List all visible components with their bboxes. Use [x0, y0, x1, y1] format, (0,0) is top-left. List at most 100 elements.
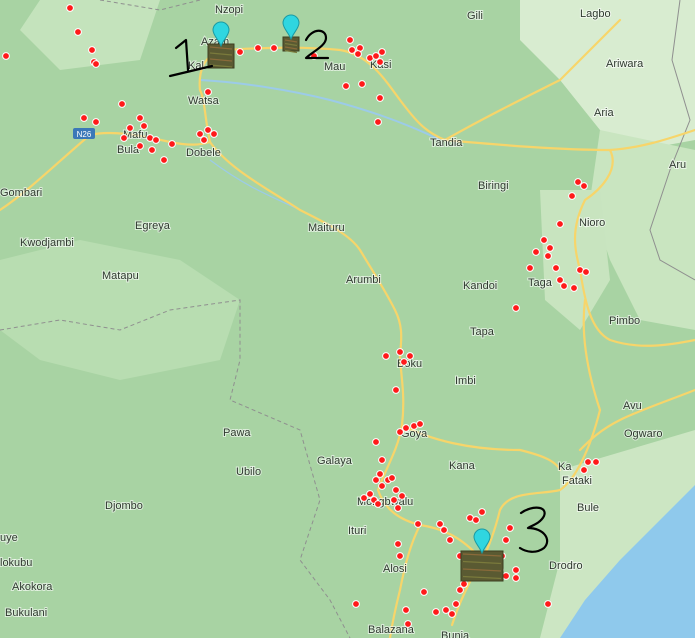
location-dot[interactable] — [352, 600, 360, 608]
place-label[interactable]: Ka — [557, 460, 573, 474]
place-label[interactable]: Ariwara — [605, 57, 645, 71]
place-label[interactable]: Bule — [576, 501, 600, 515]
location-dot[interactable] — [452, 600, 460, 608]
location-dot[interactable] — [532, 248, 540, 256]
place-label[interactable]: Lagbo — [579, 7, 612, 21]
location-dot[interactable] — [448, 610, 456, 618]
location-dot[interactable] — [74, 28, 82, 36]
location-dot[interactable] — [270, 44, 278, 52]
location-dot[interactable] — [66, 4, 74, 12]
location-dot[interactable] — [472, 516, 480, 524]
location-dot[interactable] — [552, 264, 560, 272]
location-dot[interactable] — [446, 536, 454, 544]
map-marker-1[interactable] — [207, 21, 235, 69]
location-dot[interactable] — [378, 48, 386, 56]
location-dot[interactable] — [254, 44, 262, 52]
place-label[interactable]: Aru — [668, 158, 687, 172]
location-pin-icon[interactable] — [282, 14, 300, 41]
location-dot[interactable] — [402, 606, 410, 614]
location-dot[interactable] — [366, 490, 374, 498]
location-dot[interactable] — [160, 156, 168, 164]
map-marker-3[interactable] — [460, 528, 504, 582]
location-dot[interactable] — [376, 58, 384, 66]
location-dot[interactable] — [374, 500, 382, 508]
location-dot[interactable] — [416, 420, 424, 428]
place-label[interactable]: Maituru — [307, 221, 346, 235]
location-dot[interactable] — [136, 114, 144, 122]
location-dot[interactable] — [442, 606, 450, 614]
place-label[interactable]: Kandoi — [462, 279, 498, 293]
location-dot[interactable] — [382, 352, 390, 360]
place-label[interactable]: lokubu — [0, 556, 33, 570]
location-dot[interactable] — [414, 520, 422, 528]
location-dot[interactable] — [420, 588, 428, 596]
place-label[interactable]: Tandia — [429, 136, 464, 150]
location-dot[interactable] — [406, 352, 414, 360]
place-label[interactable]: Balazana — [367, 623, 416, 637]
location-dot[interactable] — [580, 182, 588, 190]
location-dot[interactable] — [556, 220, 564, 228]
location-dot[interactable] — [502, 536, 510, 544]
place-label[interactable]: Ogwaro — [623, 427, 664, 441]
location-dot[interactable] — [360, 494, 368, 502]
location-dot[interactable] — [120, 134, 128, 142]
place-label[interactable]: Alosi — [382, 562, 408, 576]
location-dot[interactable] — [584, 458, 592, 466]
location-dot[interactable] — [204, 88, 212, 96]
location-dot[interactable] — [372, 438, 380, 446]
location-dot[interactable] — [236, 48, 244, 56]
place-label[interactable]: Gombari — [0, 186, 43, 200]
location-dot[interactable] — [378, 482, 386, 490]
location-dot[interactable] — [396, 552, 404, 560]
location-dot[interactable] — [540, 236, 548, 244]
location-dot[interactable] — [196, 130, 204, 138]
location-dot[interactable] — [506, 524, 514, 532]
location-dot[interactable] — [592, 458, 600, 466]
location-dot[interactable] — [358, 80, 366, 88]
place-label[interactable]: Matapu — [101, 269, 140, 283]
place-label[interactable]: Drodro — [548, 559, 584, 573]
place-label[interactable]: Nzopi — [214, 3, 244, 17]
location-dot[interactable] — [436, 520, 444, 528]
location-dot[interactable] — [378, 456, 386, 464]
map-marker-2[interactable] — [282, 14, 300, 54]
location-dot[interactable] — [440, 526, 448, 534]
location-dot[interactable] — [478, 508, 486, 516]
location-dot[interactable] — [570, 284, 578, 292]
location-dot[interactable] — [348, 46, 356, 54]
location-dot[interactable] — [200, 136, 208, 144]
location-dot[interactable] — [92, 60, 100, 68]
location-dot[interactable] — [390, 496, 398, 504]
location-dot[interactable] — [526, 264, 534, 272]
location-dot[interactable] — [354, 50, 362, 58]
location-dot[interactable] — [432, 608, 440, 616]
place-label[interactable]: Ubilo — [235, 465, 262, 479]
location-dot[interactable] — [376, 94, 384, 102]
location-dot[interactable] — [210, 130, 218, 138]
location-dot[interactable] — [396, 428, 404, 436]
location-dot[interactable] — [394, 540, 402, 548]
location-dot[interactable] — [204, 126, 212, 134]
location-pin-icon[interactable] — [212, 21, 230, 48]
location-dot[interactable] — [398, 492, 406, 500]
location-dot[interactable] — [546, 244, 554, 252]
place-label[interactable]: Watsa — [187, 94, 221, 108]
place-label[interactable]: Nioro — [578, 216, 606, 230]
location-pin-icon[interactable] — [473, 528, 491, 555]
place-label[interactable]: Kwodjambi — [19, 236, 75, 250]
place-label[interactable]: uye — [0, 531, 19, 545]
location-dot[interactable] — [512, 566, 520, 574]
place-label[interactable]: Bula — [116, 143, 141, 157]
location-dot[interactable] — [580, 466, 588, 474]
place-label[interactable]: Imbi — [454, 374, 477, 388]
location-dot[interactable] — [556, 276, 564, 284]
location-dot[interactable] — [148, 146, 156, 154]
location-dot[interactable] — [168, 140, 176, 148]
location-dot[interactable] — [376, 470, 384, 478]
place-label[interactable]: Bukulani — [4, 606, 48, 620]
place-label[interactable]: Mau — [323, 60, 346, 74]
place-label[interactable]: Djombo — [104, 499, 144, 513]
location-dot[interactable] — [512, 304, 520, 312]
place-label[interactable]: Fataki — [561, 474, 593, 488]
location-dot[interactable] — [574, 178, 582, 186]
